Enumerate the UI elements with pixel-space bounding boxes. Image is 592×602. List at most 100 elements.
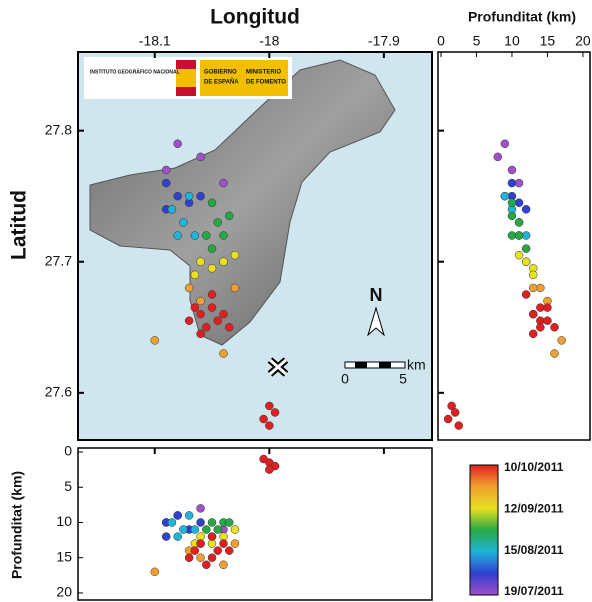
- logo-text: INSTITUTO GEOGRÁFICO NACIONAL: [90, 68, 180, 75]
- epicenter: [190, 231, 200, 240]
- colorbar-label: 10/10/2011: [504, 460, 564, 474]
- colorbar-label: 15/08/2011: [504, 543, 564, 557]
- hypocenter-lon-depth: [213, 525, 223, 534]
- hypocenter-depth-lat: [507, 165, 517, 175]
- epicenter: [207, 198, 217, 207]
- epicenter: [219, 178, 228, 188]
- epicenter: [190, 303, 200, 312]
- hypocenter-depth-lat: [521, 231, 531, 240]
- depth-axis-label: Profunditat (km): [9, 471, 25, 579]
- hypocenter-depth-lat: [514, 178, 524, 188]
- hypocenter-depth-lat: [507, 178, 517, 188]
- hypocenter-lon-depth: [196, 504, 205, 513]
- hypocenter-depth-lat: [528, 329, 538, 339]
- hypocenter-lon-depth: [173, 511, 182, 520]
- island: [89, 59, 396, 346]
- logo-text: GOBIERNO: [204, 70, 237, 76]
- colorbar: [469, 464, 499, 596]
- depth-tick-label: 0: [437, 33, 445, 49]
- hypocenter-lon-depth: [190, 546, 200, 555]
- epicenter: [184, 316, 194, 325]
- hypocenter-depth-lat: [514, 218, 524, 227]
- epicenter: [219, 349, 228, 358]
- hypocenter-lon-depth: [196, 553, 205, 562]
- epicenter: [219, 309, 228, 319]
- y-axis-label: Latitud: [8, 190, 31, 260]
- hypocenter-depth-lat: [500, 191, 510, 201]
- epicenter: [179, 218, 188, 227]
- map-frame: [77, 51, 433, 441]
- hypocenter-depth-lat: [514, 198, 524, 207]
- depth-tick-label: 0: [64, 443, 72, 459]
- epicenter: [196, 329, 205, 339]
- epicenter: [202, 231, 211, 240]
- depth-tick-label: 15: [56, 548, 72, 564]
- epicenter: [161, 165, 171, 175]
- hypocenter-lon-depth: [265, 465, 274, 474]
- y-tick-label: 27.7: [45, 252, 72, 268]
- hypocenter-lon-depth: [230, 525, 240, 534]
- gov-box: [200, 60, 288, 96]
- epicenter: [173, 231, 182, 240]
- hypocenter-depth-lat: [550, 323, 559, 332]
- epicenter: [150, 336, 160, 345]
- depth-tick-label: 5: [473, 33, 481, 49]
- hypocenter-depth-lat: [543, 316, 552, 325]
- logo-text: DE ESPAÑA: [204, 79, 239, 86]
- epicenter: [207, 303, 217, 312]
- scale-label: 5: [399, 371, 407, 387]
- epicenter: [224, 211, 234, 221]
- y-tick-label: 27.8: [45, 121, 72, 137]
- hypocenter-lon-depth: [207, 532, 217, 541]
- x-tick-label: -18: [259, 33, 279, 49]
- depth-tick-label: 20: [575, 33, 591, 49]
- lon-depth-frame: [77, 447, 433, 601]
- epicenter: [259, 414, 268, 424]
- epicenter: [213, 218, 223, 227]
- hypocenter-lon-depth: [184, 511, 194, 520]
- epicenter: [190, 270, 200, 280]
- hypocenter-depth-lat: [536, 303, 545, 312]
- hypocenter-lon-depth: [259, 454, 268, 464]
- hypocenter-lon-depth: [202, 560, 211, 570]
- hypocenter-depth-lat: [521, 257, 531, 266]
- epicenter: [207, 290, 217, 299]
- epicenter: [173, 191, 182, 201]
- hypocenter-lon-depth: [184, 553, 194, 562]
- hypocenter-lon-depth: [207, 518, 217, 527]
- hypocenter-lon-depth: [207, 553, 217, 562]
- hypocenter-depth-lat: [528, 283, 538, 293]
- hypocenter-depth-lat: [447, 401, 456, 411]
- scale-bar-seg: [379, 362, 391, 368]
- hypocenter-lon-depth: [202, 525, 211, 534]
- hypocenter-lon-depth: [190, 525, 200, 534]
- hypocenter-lon-depth: [150, 567, 160, 577]
- epicenter: [167, 205, 177, 214]
- hypocenter-depth-lat: [507, 231, 517, 240]
- hypocenter-lon-depth: [161, 532, 171, 541]
- hypocenter-lon-depth: [213, 546, 223, 555]
- depth-tick-label: 10: [56, 513, 72, 529]
- y-tick-label: 27.6: [45, 384, 72, 400]
- epicenter: [196, 296, 205, 306]
- hypocenter-depth-lat: [521, 244, 531, 253]
- hypocenter-depth-lat: [550, 349, 559, 358]
- hypocenter-depth-lat: [528, 270, 538, 280]
- hypocenter-lon-depth: [224, 546, 234, 555]
- epicenter: [265, 401, 274, 411]
- epicenter: [196, 257, 205, 266]
- hypocenter-lon-depth: [196, 518, 205, 527]
- epicenter: [224, 323, 234, 332]
- hypocenter-lon-depth: [219, 560, 228, 570]
- depth-axis-label: Profunditat (km): [468, 9, 576, 25]
- epicenter: [230, 250, 240, 260]
- hypocenter-lon-depth: [196, 539, 205, 548]
- hypocenter-depth-lat: [536, 283, 545, 293]
- vent-marker-inner: [269, 358, 287, 376]
- scale-bar-seg: [355, 362, 367, 368]
- hypocenter-depth-lat: [443, 414, 453, 424]
- x-axis-label: Longitud: [210, 6, 300, 29]
- hypocenter-lon-depth: [230, 539, 240, 548]
- x-tick-label: -18.1: [139, 33, 171, 49]
